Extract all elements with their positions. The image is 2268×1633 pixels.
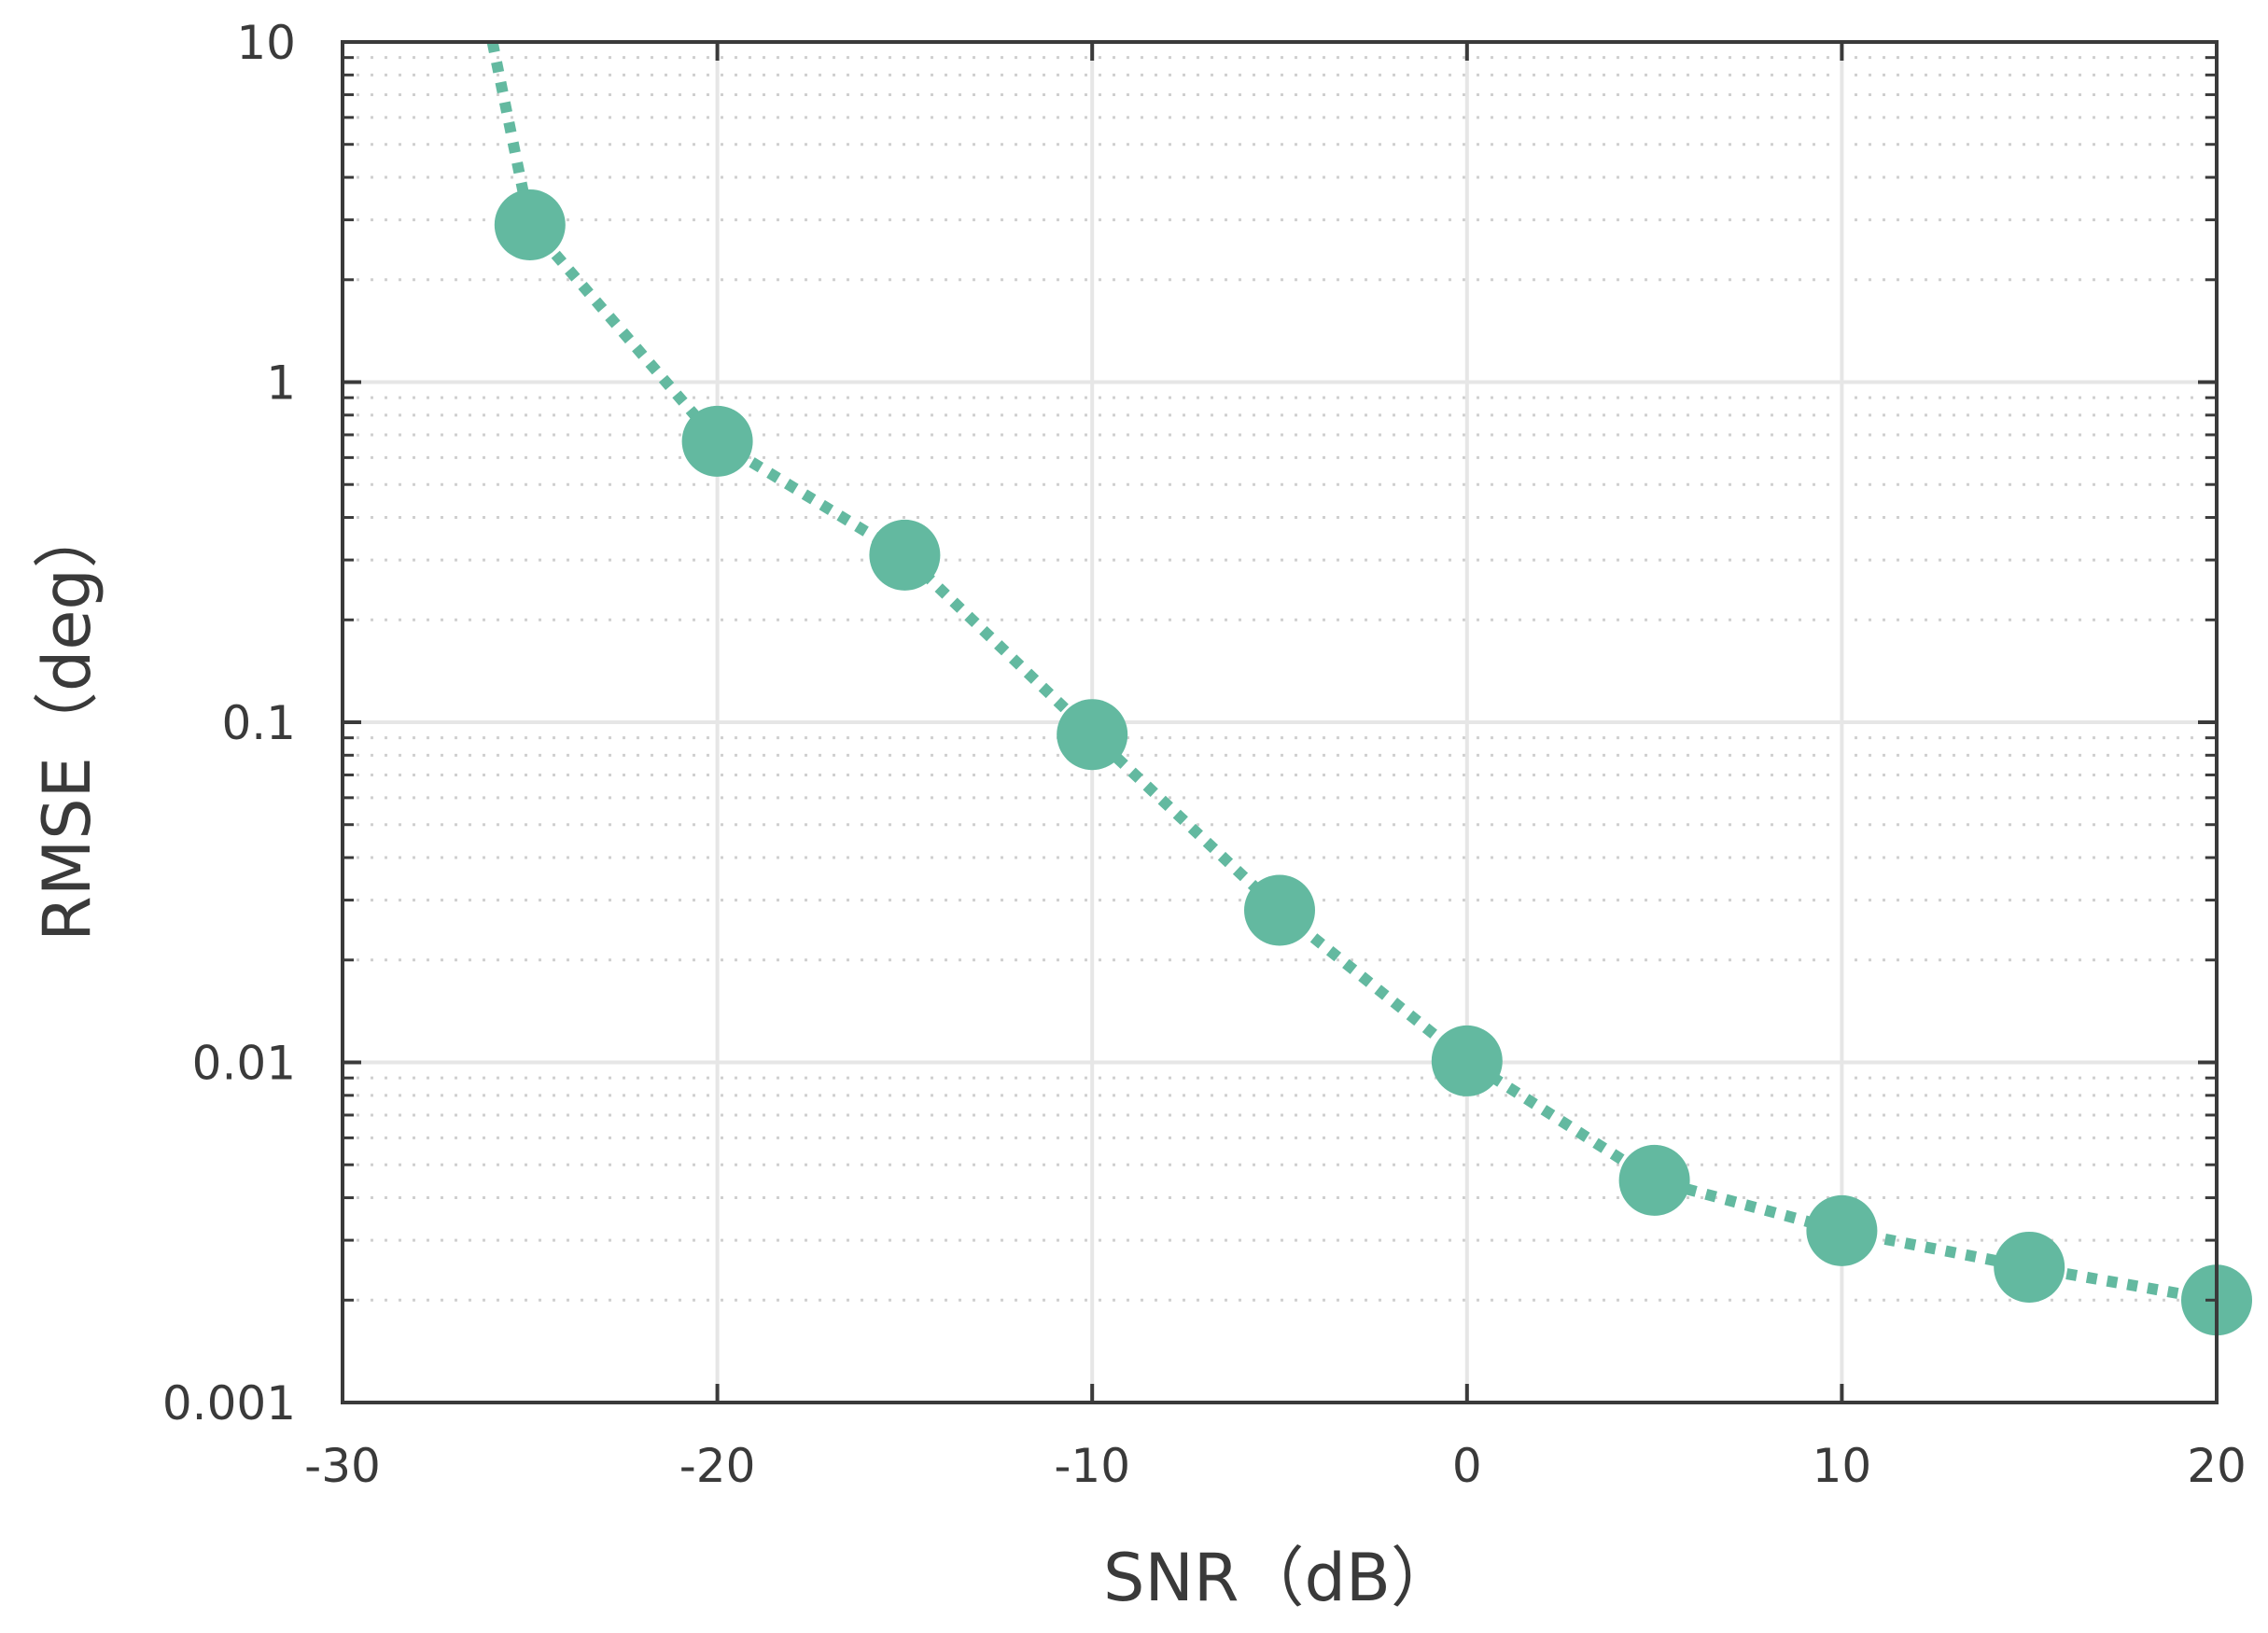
data-point <box>1244 874 1315 946</box>
x-tick-label: 0 <box>1452 1439 1482 1493</box>
data-point <box>1431 1025 1503 1096</box>
data-point <box>1618 1144 1690 1216</box>
series-layer <box>486 40 2252 1336</box>
x-tick-label: 20 <box>2187 1439 2247 1493</box>
series-line <box>486 40 2219 1306</box>
data-point <box>1057 699 1128 771</box>
x-axis-title: SNR（dB） <box>1103 1540 1456 1616</box>
data-point <box>869 519 941 591</box>
data-point <box>1994 1231 2065 1303</box>
axis-ticks <box>341 40 2219 1404</box>
data-point <box>494 188 566 260</box>
x-tick-labels: -30 -20 -10 0 10 20 <box>304 1439 2247 1493</box>
y-tick-labels: 0.001 0.01 0.1 1 10 <box>162 16 296 1431</box>
x-tick-label: 10 <box>1813 1439 1872 1493</box>
data-point <box>681 405 753 477</box>
y-tick-label: 1 <box>266 356 296 411</box>
y-axis-title: RMSE（deg） <box>29 503 105 942</box>
minor-grid <box>343 56 2217 1302</box>
y-tick-label: 0.001 <box>162 1376 296 1431</box>
y-tick-label: 10 <box>236 16 296 70</box>
x-tick-label: -30 <box>304 1439 381 1493</box>
x-tick-label: -20 <box>679 1439 756 1493</box>
y-tick-label: 0.1 <box>221 696 296 750</box>
y-tick-label: 0.01 <box>192 1037 296 1091</box>
data-point <box>1806 1194 1878 1266</box>
x-tick-label: -10 <box>1054 1439 1130 1493</box>
